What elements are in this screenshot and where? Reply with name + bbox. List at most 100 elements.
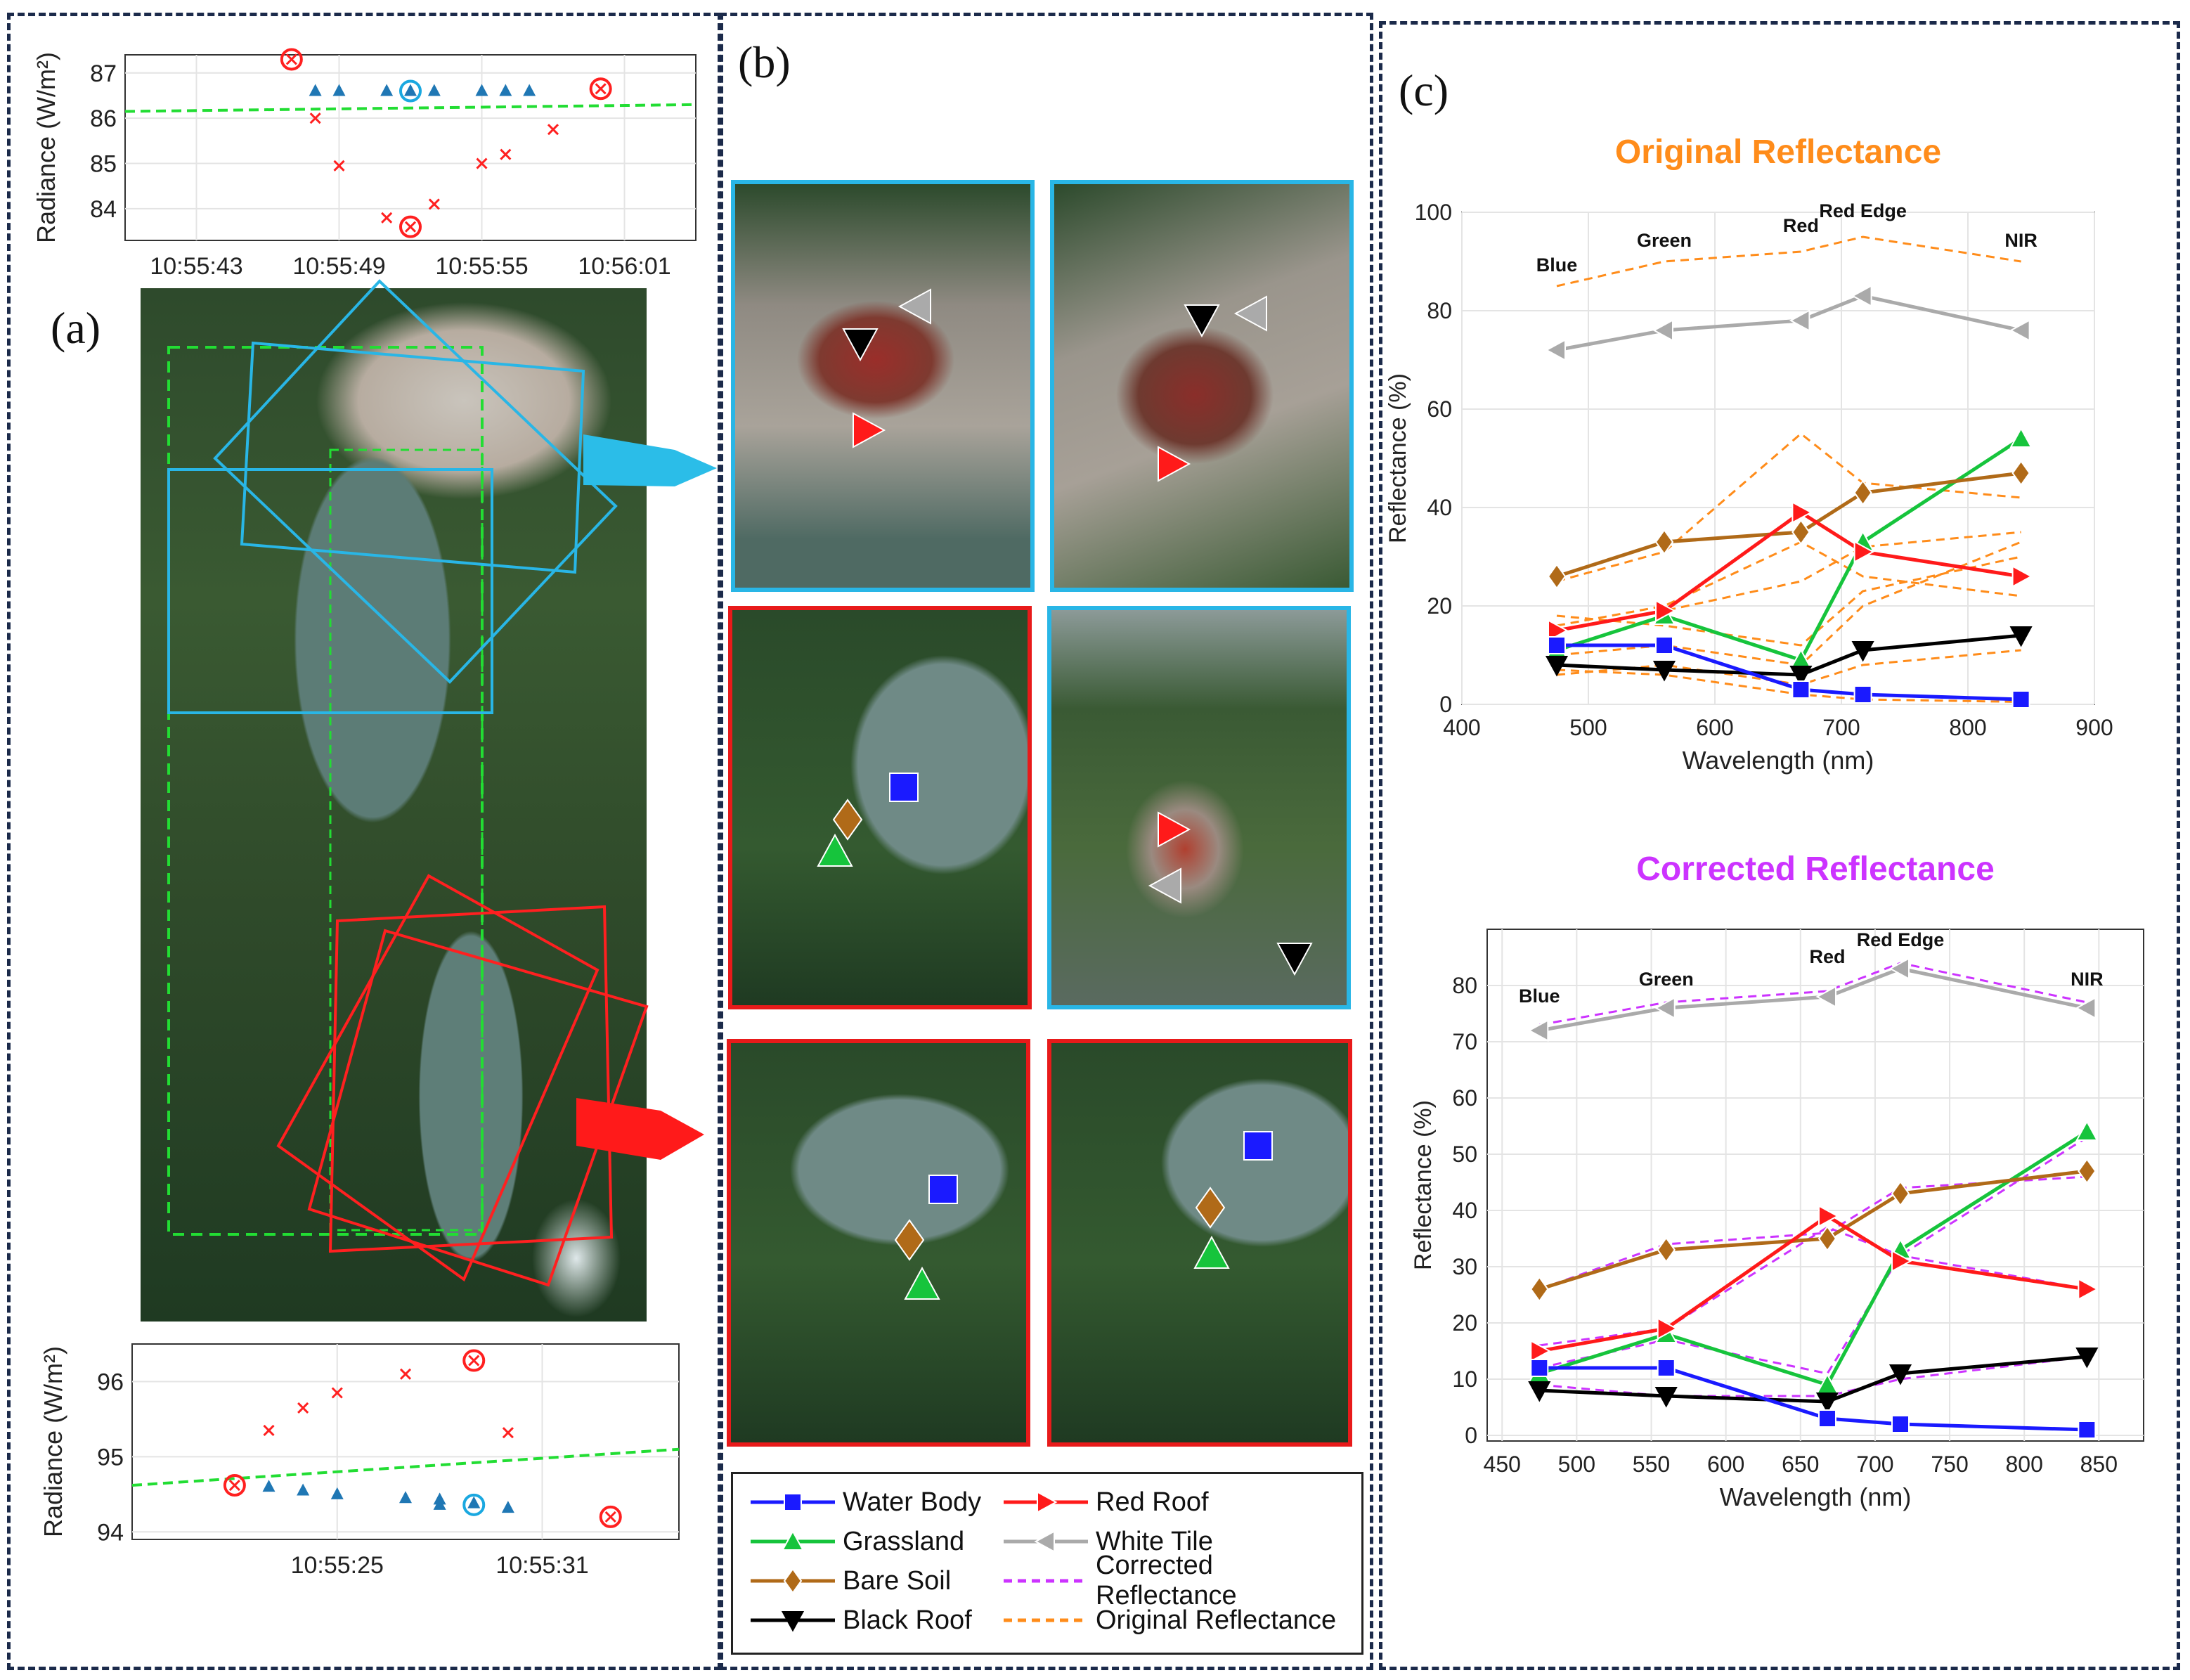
triangle-point [332,84,346,96]
series-point [2009,427,2033,448]
series-point [2009,626,2033,647]
triangle-point [399,1491,412,1504]
x-tick-label: 500 [1569,715,1607,740]
dashed-series-line [1539,1226,2087,1347]
x-axis-label: Wavelength (nm) [1720,1482,1912,1511]
triangle-point [523,84,536,96]
dashed-series-line [1556,235,2021,287]
cross-stroke [285,53,297,65]
chart-title: Original Reflectance [1615,134,1941,171]
series-point [1654,1387,1678,1408]
triangle-point [501,1501,514,1513]
target-marker [889,773,919,802]
red-footprint [307,929,649,1287]
legend-marker [781,1611,805,1632]
tile-roof-1 [731,180,1035,592]
series-point [1888,957,1910,981]
cross-stroke [547,124,559,136]
trend-line [124,103,696,113]
series-point [2075,1120,2099,1141]
cross-stroke [263,1424,275,1437]
triangle-point [427,84,441,96]
series-point [1655,599,1676,623]
circled-point [599,1505,622,1528]
red-arrow [576,1098,704,1160]
red-footprint [276,874,600,1282]
y-tick-label: 85 [90,151,117,178]
blue-arrow [583,434,717,486]
series-point [1853,685,1872,704]
target-marker [904,1266,940,1300]
series-point [1530,1339,1551,1363]
panel-a-frame [7,13,721,1670]
x-tick-label: 450 [1484,1452,1521,1477]
legend-marker [783,1568,803,1594]
plot-area [131,1343,680,1540]
y-tick-label: 80 [1452,973,1477,998]
cross-point [428,198,440,210]
cross-point [331,1387,343,1399]
triangle-point [404,84,417,96]
triangle-point [433,1497,446,1510]
series-point [1527,1019,1549,1042]
target-marker [842,328,879,362]
radiance-chart-radiance_bottom: 10:55:25 10:55:31 94 95 96 Radiance (W/m²) [39,1343,680,1579]
panel-label-c: (c) [1399,65,1449,115]
series-point [1654,996,1676,1020]
cross-stroke [404,221,417,233]
y-tick-label: 0 [1439,692,1452,717]
legend-label: Black Roof [843,1605,972,1635]
target-marker [1148,867,1181,904]
y-tick-label: 96 [97,1369,124,1395]
cross-point [285,53,297,65]
circled-point [589,77,612,101]
legend-swatch [751,1493,835,1511]
y-tick-label: 30 [1452,1254,1477,1279]
band-label: Blue [1536,254,1578,276]
y-tick-label: 80 [1427,298,1452,323]
series-point [2078,1158,2097,1184]
aerial-mosaic-image [141,288,647,1322]
band-label: NIR [2004,230,2037,251]
x-tick-label: 10:55:55 [435,253,528,280]
target-marker [1158,446,1191,482]
cross-stroke [595,83,607,95]
cross-point [404,221,417,233]
legend-marker [1034,1530,1055,1553]
band-label: Green [1637,230,1692,251]
legend-swatch [751,1530,835,1551]
tile-river-3 [1047,1039,1352,1447]
series-point [1530,1276,1549,1303]
cross-stroke [381,212,393,224]
circled-point [280,48,303,71]
target-marker [1233,295,1267,332]
y-tick-label: 84 [90,196,117,223]
series-point [1815,1393,1839,1414]
y-tick-label: 86 [90,105,117,132]
cross-point [468,1355,480,1366]
band-label: Red Edge [1819,200,1907,221]
y-tick-label: 94 [97,1519,124,1546]
series-point [1547,563,1567,590]
series-point [1818,1204,1839,1228]
series-point [1853,479,1872,506]
target-marker [1243,1131,1273,1161]
legend-label: Original Reflectance [1096,1605,1337,1635]
y-tick-label: 70 [1452,1029,1477,1054]
band-label: Red [1809,946,1845,967]
plot-area [124,54,696,241]
chart-title: Corrected Reflectance [1636,851,1995,888]
series-point [2009,318,2030,342]
y-axis-label: Radiance (W/m²) [39,1346,67,1537]
x-axis-label: Wavelength (nm) [1683,746,1874,775]
series-point [1815,985,1836,1009]
y-tick-label: 20 [1452,1310,1477,1336]
x-tick-label: 900 [2075,715,2113,740]
series-point [1818,1409,1836,1428]
cross-stroke [428,198,440,210]
x-tick-label: 600 [1696,715,1733,740]
trend-line [131,1447,680,1487]
cross-stroke [333,160,345,172]
triangle-point [380,84,394,96]
